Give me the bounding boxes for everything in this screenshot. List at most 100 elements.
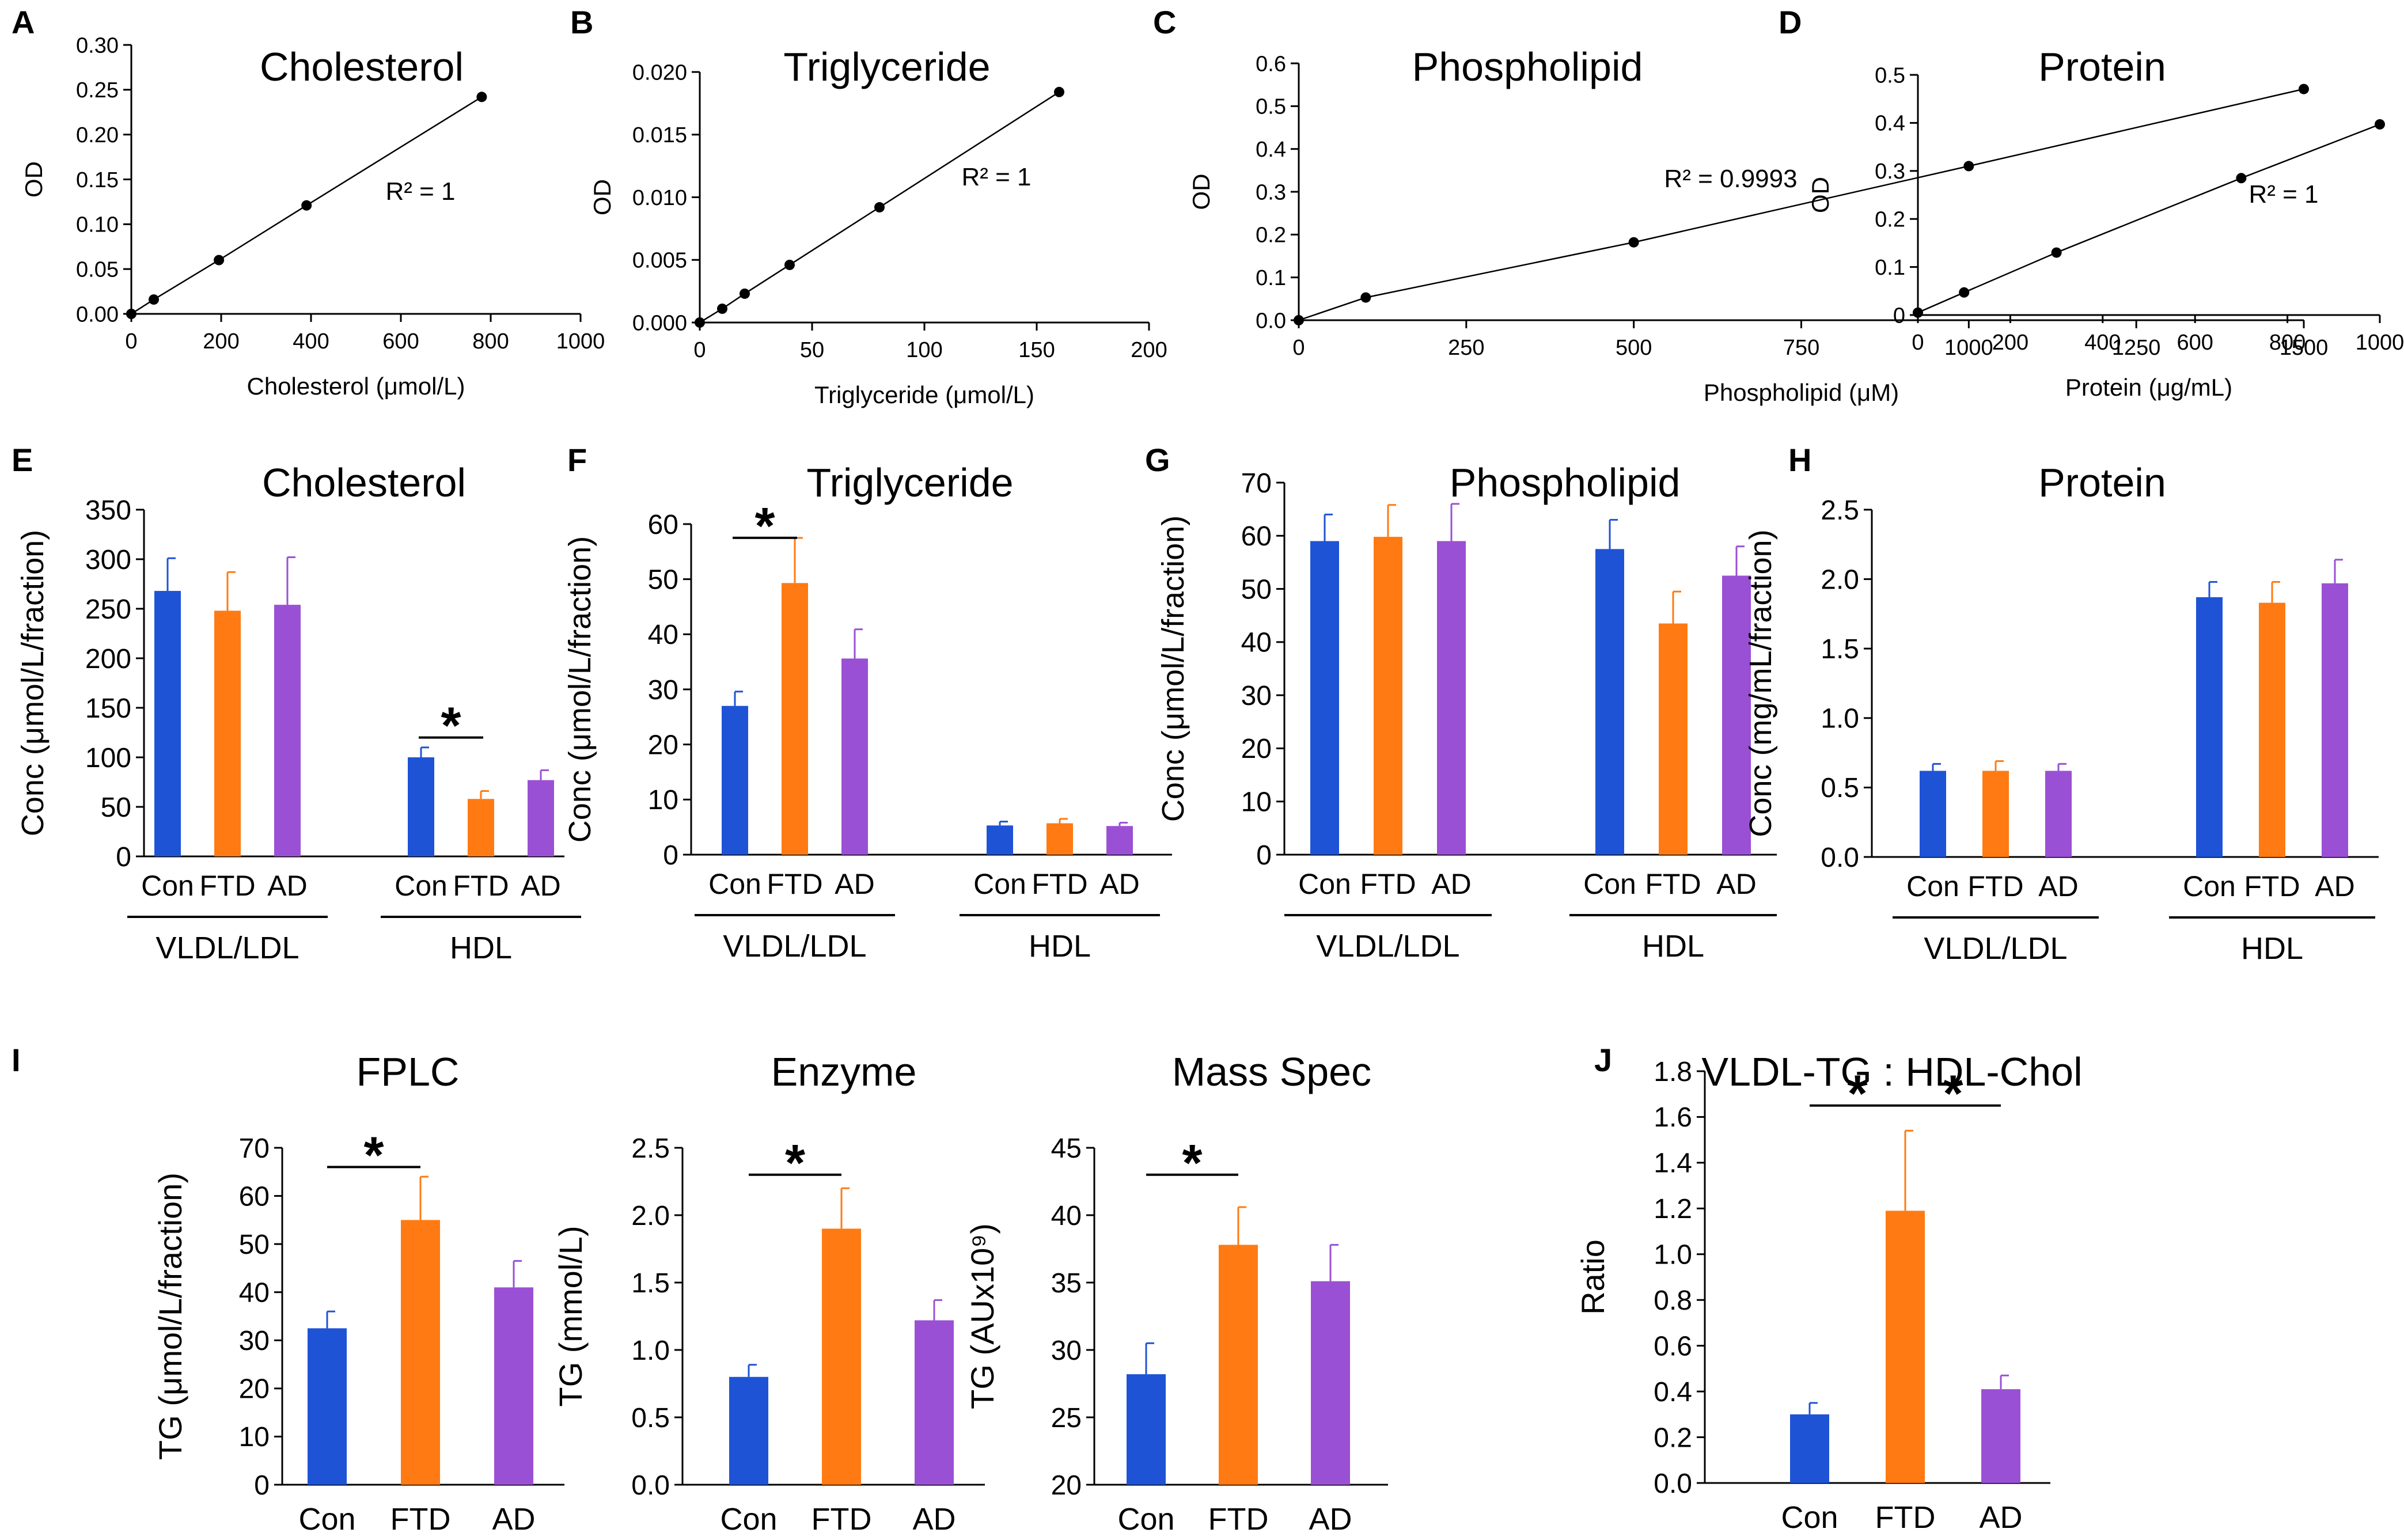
series-line [1298, 88, 2304, 321]
data-point [1294, 315, 1304, 325]
y-tick-label: 50 [239, 1230, 270, 1260]
y-tick-label: 0.05 [76, 257, 119, 282]
y-axis-label: Conc (mg/mL/fraction) [1743, 529, 1778, 837]
category-label: Con [720, 1502, 777, 1537]
x-axis-label: Protein (μg/mL) [2065, 374, 2232, 401]
bar-con [1790, 1414, 1829, 1483]
chart-panel-J: J VLDL-TG : HDL-Chol 0.0 0.2 0.4 0.6 0.8 1.0 1.2… [1575, 1042, 2083, 1535]
category-label: Con [708, 868, 761, 900]
category-label: FTD [1208, 1502, 1269, 1537]
y-tick-label: 10 [648, 785, 678, 815]
group-label: VLDL/LDL [1316, 929, 1459, 964]
chart-title: VLDL-TG : HDL-Chol [1701, 1049, 2082, 1094]
bar-ftd [1374, 537, 1402, 855]
y-axis-label: TG (mmol/L) [552, 1226, 589, 1406]
y-tick-label: 60 [1241, 521, 1272, 552]
category-label: Con [395, 870, 448, 902]
y-tick-label: 0.5 [1875, 63, 1905, 88]
y-tick-label: 35 [1051, 1268, 1082, 1299]
x-tick-label: 200 [203, 329, 239, 354]
category-label: AD [1099, 868, 1139, 900]
chart-panel-I3: Mass Spec 20 25 30 35 40 45 TG (AUx10⁹) Con FTD AD… [964, 1049, 1388, 1537]
panel-letter-H: H [1788, 442, 1811, 478]
y-tick-label: 20 [1051, 1470, 1082, 1501]
category-label: AD [912, 1502, 955, 1537]
y-axis-label: OD [20, 161, 47, 198]
y-tick-label: 0.0 [1821, 843, 1859, 873]
significance-star: * [1943, 1065, 1963, 1123]
category-label: Con [973, 868, 1026, 900]
bar-con [1310, 541, 1339, 855]
y-tick-label: 0.3 [1875, 160, 1905, 184]
bar-con [729, 1376, 768, 1485]
panel-letter-D: D [1779, 4, 1802, 40]
y-tick-label: 70 [1241, 468, 1272, 499]
bar-ftd [468, 799, 494, 856]
x-tick-label: 600 [382, 329, 419, 354]
significance-star: * [754, 498, 775, 555]
data-point [2236, 173, 2247, 184]
category-label: Con [1906, 870, 1959, 902]
y-tick-label: 50 [101, 792, 131, 823]
y-tick-label: 0 [116, 842, 131, 873]
x-tick-label: 0 [1292, 336, 1305, 360]
y-tick-label: 1.8 [1654, 1057, 1692, 1087]
data-point [1959, 287, 1970, 298]
y-tick-label: 0.10 [76, 213, 119, 237]
data-point [1054, 86, 1064, 97]
chart-title: Cholesterol [262, 460, 466, 505]
y-tick-label: 100 [85, 743, 131, 773]
category-label: AD [2315, 870, 2354, 902]
group-label: HDL [1029, 929, 1091, 964]
r-squared-label: R² = 1 [385, 177, 455, 206]
x-tick-label: 1000 [1944, 336, 1993, 360]
x-tick-label: 250 [1448, 336, 1484, 360]
data-point [1360, 292, 1371, 303]
y-axis-label: Ratio [1575, 1239, 1611, 1315]
category-label: Con [298, 1502, 355, 1537]
chart-title: Triglyceride [783, 44, 990, 89]
y-tick-label: 0.30 [76, 33, 119, 58]
data-point [1913, 307, 1923, 318]
panel-letter-B: B [570, 4, 593, 40]
x-axis-label: Triglyceride (μmol/L) [814, 381, 1034, 408]
y-tick-label: 50 [1241, 574, 1272, 605]
x-tick-label: 1500 [2280, 336, 2329, 360]
x-tick-label: 1250 [2112, 336, 2161, 360]
bar-ftd [782, 583, 808, 855]
chart-title: Mass Spec [1172, 1049, 1371, 1094]
y-tick-label: 0.015 [632, 123, 687, 147]
category-label: FTD [390, 1502, 451, 1537]
y-tick-label: 10 [239, 1422, 270, 1452]
category-label: FTD [1360, 868, 1416, 900]
category-label: FTD [812, 1502, 872, 1537]
bar-ad [1722, 575, 1751, 855]
category-label: AD [1716, 868, 1756, 900]
y-tick-label: 60 [648, 510, 678, 540]
bar-ad [915, 1320, 954, 1485]
y-tick-label: 40 [239, 1278, 270, 1308]
data-point [126, 309, 136, 319]
y-tick-label: 0.0 [1256, 309, 1286, 333]
bar-ftd [1659, 623, 1688, 855]
y-tick-label: 1.5 [1821, 634, 1859, 665]
panel-letter-F: F [567, 442, 587, 478]
category-label: FTD [1032, 868, 1087, 900]
y-tick-label: 150 [85, 693, 131, 724]
y-tick-label: 0.0 [631, 1470, 670, 1501]
bar-con [154, 591, 181, 856]
y-tick-label: 1.0 [1654, 1240, 1692, 1270]
bar-con [308, 1328, 347, 1485]
y-tick-label: 0.000 [632, 311, 687, 335]
bar-con [2196, 597, 2223, 857]
y-axis-label: Conc (μmol/L/fraction) [1156, 515, 1190, 822]
data-point [695, 317, 705, 328]
bar-ad [2045, 771, 2072, 857]
category-label: AD [1431, 868, 1471, 900]
category-label: FTD [767, 868, 822, 900]
y-tick-label: 30 [1051, 1336, 1082, 1366]
chart-title: Phospholipid [1412, 44, 1643, 89]
x-tick-label: 800 [472, 329, 509, 354]
x-tick-label: 100 [906, 338, 942, 362]
bar-ad [2322, 583, 2348, 857]
